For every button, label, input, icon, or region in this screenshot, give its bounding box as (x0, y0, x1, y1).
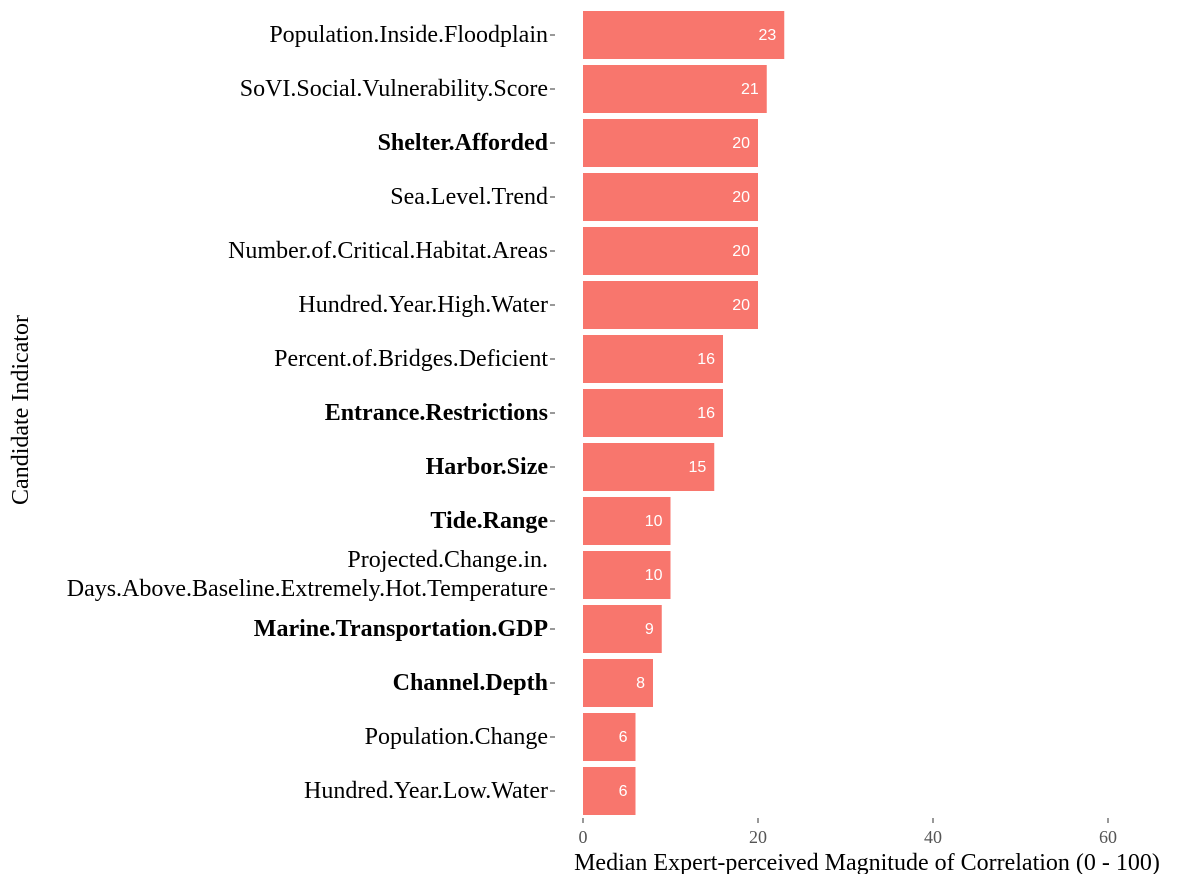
value-label: 9 (645, 621, 654, 638)
value-label: 15 (688, 459, 706, 476)
bar (583, 335, 723, 383)
bar (583, 173, 758, 221)
y-tick-label: Hundred.Year.Low.Water (303, 777, 548, 804)
y-tick-label: Number.of.Critical.Habitat.Areas (228, 237, 548, 264)
y-tick-label: Shelter.Afforded (377, 129, 548, 156)
bar (583, 389, 723, 437)
bar (583, 605, 662, 653)
bar (583, 119, 758, 167)
value-label: 10 (645, 567, 663, 584)
bar (583, 65, 767, 113)
y-tick-label: Population.Inside.Floodplain (269, 21, 548, 48)
bar (583, 11, 785, 59)
value-label: 6 (619, 729, 628, 746)
x-tick-label: 60 (1099, 827, 1117, 847)
value-label: 21 (741, 81, 759, 98)
value-label: 20 (732, 243, 750, 260)
value-label: 23 (758, 27, 776, 44)
y-tick-label: Population.Change (364, 723, 548, 750)
bar (583, 227, 758, 275)
y-tick-label: Entrance.Restrictions (324, 399, 548, 426)
value-label: 8 (636, 675, 645, 692)
y-tick-label: Tide.Range (430, 507, 548, 534)
y-tick-label: Projected.Change.in. Days.Above.Baseline… (66, 547, 548, 602)
value-label: 16 (697, 351, 715, 368)
y-tick-label: Channel.Depth (392, 669, 548, 696)
bar (583, 551, 671, 599)
value-label: 10 (645, 513, 663, 530)
value-label: 16 (697, 405, 715, 422)
y-tick-label: Percent.of.Bridges.Deficient (274, 345, 548, 372)
x-tick-label: 20 (749, 827, 767, 847)
y-tick-label: Harbor.Size (425, 453, 548, 480)
value-label: 20 (732, 135, 750, 152)
bar (583, 767, 636, 815)
y-tick-label: SoVI.Social.Vulnerability.Score (239, 75, 548, 102)
y-axis-title: Candidate Indicator (8, 315, 34, 505)
y-tick-label: Marine.Transportation.GDP (253, 615, 548, 642)
bar (583, 443, 715, 491)
x-tick-label: 40 (924, 827, 942, 847)
value-label: 20 (732, 297, 750, 314)
bar (583, 713, 636, 761)
bar (583, 659, 653, 707)
value-label: 6 (619, 783, 628, 800)
value-label: 20 (732, 189, 750, 206)
bar (583, 497, 671, 545)
y-tick-label: Sea.Level.Trend (390, 183, 548, 210)
y-tick-label: Hundred.Year.High.Water (298, 291, 548, 318)
x-axis-title: Median Expert-perceived Magnitude of Cor… (574, 850, 1160, 874)
bar (583, 281, 758, 329)
x-tick-label: 0 (579, 827, 588, 847)
